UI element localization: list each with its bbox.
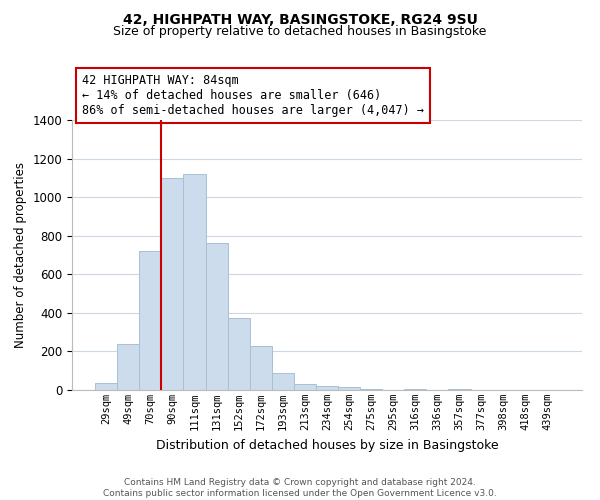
- Bar: [227, 318, 250, 390]
- Y-axis label: Number of detached properties: Number of detached properties: [14, 162, 27, 348]
- Bar: [316, 386, 338, 390]
- Text: Contains HM Land Registry data © Crown copyright and database right 2024.
Contai: Contains HM Land Registry data © Crown c…: [103, 478, 497, 498]
- Bar: [250, 346, 272, 390]
- Bar: [95, 383, 117, 390]
- Bar: [404, 389, 427, 390]
- X-axis label: Distribution of detached houses by size in Basingstoke: Distribution of detached houses by size …: [155, 438, 499, 452]
- Bar: [294, 384, 316, 390]
- Bar: [184, 174, 206, 390]
- Bar: [448, 389, 470, 390]
- Bar: [272, 372, 294, 390]
- Bar: [139, 251, 161, 390]
- Bar: [161, 178, 184, 390]
- Text: 42 HIGHPATH WAY: 84sqm
← 14% of detached houses are smaller (646)
86% of semi-de: 42 HIGHPATH WAY: 84sqm ← 14% of detached…: [82, 74, 424, 118]
- Bar: [206, 244, 227, 390]
- Bar: [117, 344, 139, 390]
- Bar: [338, 387, 360, 390]
- Text: 42, HIGHPATH WAY, BASINGSTOKE, RG24 9SU: 42, HIGHPATH WAY, BASINGSTOKE, RG24 9SU: [122, 12, 478, 26]
- Text: Size of property relative to detached houses in Basingstoke: Size of property relative to detached ho…: [113, 25, 487, 38]
- Bar: [360, 389, 382, 390]
